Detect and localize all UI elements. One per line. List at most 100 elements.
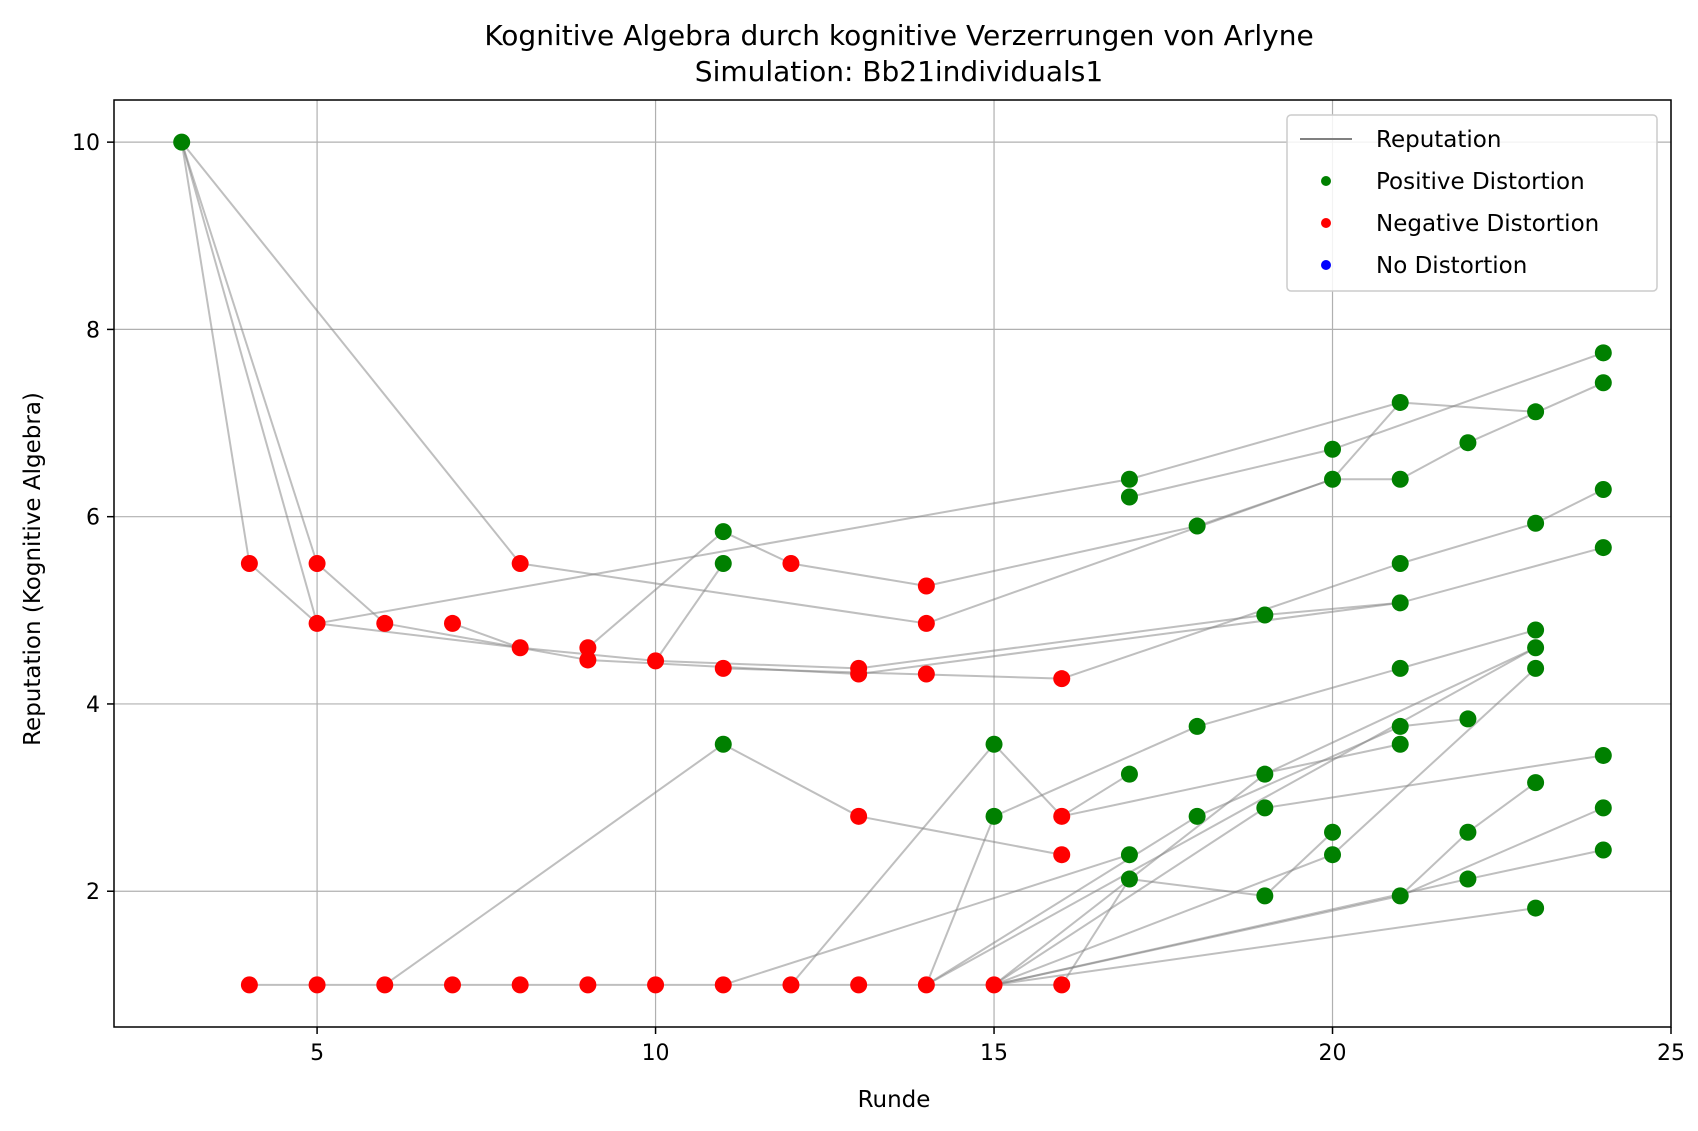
reputation-line — [1129, 448, 1333, 498]
y-axis: 2 4 6 8 10 — [72, 131, 114, 905]
positive-distortion-point — [173, 133, 191, 151]
reputation-line — [655, 659, 859, 670]
legend-negative-marker — [1321, 218, 1331, 228]
reputation-line — [1061, 773, 1130, 818]
positive-distortion-point — [1594, 481, 1612, 499]
positive-distortion-point — [1120, 470, 1138, 488]
negative-distortion-point — [647, 652, 665, 670]
reputation-line — [925, 815, 1198, 986]
y-tick-label: 2 — [86, 880, 100, 905]
x-tick-label: 25 — [1657, 1041, 1685, 1066]
positive-distortion-point — [1324, 440, 1342, 458]
reputation-line — [993, 853, 1333, 986]
reputation-line — [1264, 754, 1604, 809]
negative-distortion-point — [511, 976, 529, 994]
legend-label-negative: Negative Distortion — [1376, 211, 1599, 237]
positive-distortion-point — [714, 555, 732, 572]
legend-none-marker — [1321, 260, 1331, 270]
positive-distortion-point — [1188, 517, 1206, 535]
positive-distortion-point — [1391, 887, 1409, 905]
reputation-line — [993, 807, 1266, 986]
positive-distortion-point — [1459, 434, 1477, 452]
positive-distortion-point — [1324, 470, 1342, 488]
reputation-line — [1061, 562, 1401, 680]
reputation-line — [858, 815, 1062, 856]
reputation-line — [1400, 717, 1469, 728]
positive-distortion-point — [1527, 403, 1545, 421]
negative-distortion-point — [308, 976, 326, 994]
reputation-line — [722, 743, 860, 818]
negative-distortion-point — [376, 614, 394, 632]
positive-distortion-point — [1324, 846, 1342, 864]
x-tick-label: 10 — [642, 1041, 670, 1066]
reputation-line — [993, 743, 1063, 818]
chart-subtitle: Simulation: Bb21individuals1 — [695, 55, 1103, 88]
reputation-line — [1399, 831, 1469, 897]
reputation-line — [180, 141, 319, 564]
positive-distortion-point — [1324, 823, 1342, 841]
reputation-line — [1196, 667, 1401, 728]
y-tick-label: 8 — [86, 318, 100, 343]
negative-distortion-point — [443, 976, 461, 994]
positive-distortion-point — [1594, 539, 1612, 557]
reputation-line — [1400, 401, 1536, 413]
reputation-line — [587, 530, 724, 649]
reputation-line — [722, 530, 792, 565]
reputation-line — [1399, 629, 1536, 670]
negative-distortion-point — [850, 665, 868, 683]
negative-distortion-point — [443, 614, 461, 632]
reputation-line — [993, 907, 1536, 986]
y-tick-label: 10 — [72, 131, 100, 156]
positive-distortion-point — [1120, 488, 1138, 506]
reputation-line — [654, 562, 725, 662]
reputation-lines — [180, 141, 1604, 986]
reputation-line — [1129, 401, 1401, 481]
positive-distortion-point — [985, 735, 1003, 753]
legend: Reputation Positive Distortion Negative … — [1286, 114, 1658, 292]
reputation-line — [1535, 488, 1604, 525]
negative-distortion-point — [782, 976, 800, 994]
reputation-line — [993, 725, 1198, 818]
reputation-line — [316, 562, 386, 625]
x-tick-label: 15 — [980, 1041, 1008, 1066]
negative-distortion-point — [782, 555, 800, 572]
negative-distortion-point — [1053, 807, 1071, 825]
reputation-line — [1332, 351, 1604, 451]
reputation-line — [1264, 831, 1334, 897]
positive-distortion-point — [714, 523, 732, 541]
positive-distortion-point — [1459, 823, 1477, 841]
reputation-line — [1264, 601, 1401, 616]
positive-distortion-point — [1391, 470, 1409, 488]
reputation-line — [723, 667, 1062, 680]
positive-distortion-point — [1120, 870, 1138, 888]
reputation-line — [384, 622, 589, 661]
chart-title: Kognitive Algebra durch kognitive Verzer… — [484, 19, 1313, 52]
positive-distortion-point — [1594, 344, 1612, 362]
negative-distortion-point — [308, 555, 326, 572]
reputation-line — [1399, 806, 1604, 897]
reputation-line — [520, 562, 927, 625]
reputation-line — [858, 614, 1265, 670]
positive-distortion-point — [1256, 606, 1274, 624]
positive-distortion-point — [1256, 765, 1274, 783]
negative-distortion-point — [917, 614, 935, 632]
negative-distortion-point — [579, 639, 597, 657]
negative-distortion-point — [850, 976, 868, 994]
positive-distortion-point — [1527, 621, 1545, 639]
reputation-line — [722, 853, 1130, 986]
reputation-line — [1061, 743, 1401, 818]
positive-distortion-point — [714, 735, 732, 753]
x-tick-label: 20 — [1319, 1041, 1347, 1066]
reputation-line — [926, 525, 1198, 587]
reputation-line — [790, 743, 995, 986]
positive-distortion-point — [1459, 710, 1477, 728]
reputation-line — [925, 815, 995, 986]
negative-distortion-point — [579, 651, 597, 669]
positive-distortion-point — [1256, 799, 1274, 817]
reputation-line — [925, 646, 1537, 986]
positive-distortion-point — [1594, 374, 1612, 392]
positive-distortion-point — [1527, 899, 1545, 917]
reputation-line — [180, 141, 319, 624]
negative-distortion-point — [1053, 976, 1071, 994]
